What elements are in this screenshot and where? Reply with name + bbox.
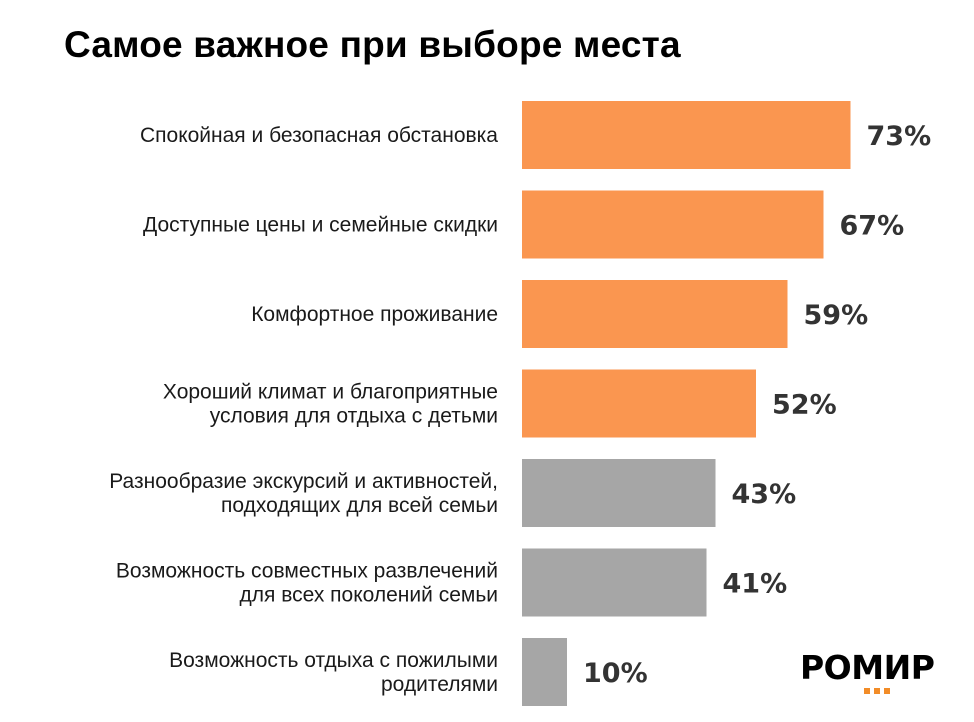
category-label: Спокойная и безопасная обстановка: [140, 124, 498, 147]
bar: [522, 459, 716, 527]
bar: [522, 638, 567, 706]
bar: [522, 548, 707, 617]
chart-title: Самое важное при выборе места: [64, 24, 681, 65]
category-label: подходящих для всей семьи: [221, 494, 498, 517]
romir-logo: РОМИР: [800, 650, 950, 706]
value-label: 67%: [840, 211, 905, 242]
category-label: условия для отдыха с детьми: [210, 405, 498, 428]
category-label: Возможность отдыха с пожилыми: [169, 649, 498, 672]
category-label: Возможность совместных развлечений: [116, 560, 498, 583]
category-label: для всех поколений семьи: [240, 584, 499, 607]
logo-text: РОМИР: [800, 648, 935, 687]
category-label: Хороший климат и благоприятные: [163, 381, 498, 404]
category-label: Комфортное проживание: [251, 303, 498, 326]
bar: [522, 369, 756, 438]
value-label: 43%: [732, 479, 797, 510]
bar: [522, 101, 851, 169]
value-label: 41%: [723, 569, 788, 600]
value-label: 10%: [583, 658, 648, 689]
bar: [522, 190, 824, 259]
logo-dots-icon: [864, 688, 890, 694]
category-label: Разнообразие экскурсий и активностей,: [109, 470, 498, 493]
category-label: родителями: [381, 673, 498, 696]
value-label: 52%: [772, 390, 837, 421]
value-label: 59%: [804, 300, 869, 331]
value-label: 73%: [867, 121, 932, 152]
bar: [522, 280, 788, 348]
category-label: Доступные цены и семейные скидки: [143, 214, 498, 237]
